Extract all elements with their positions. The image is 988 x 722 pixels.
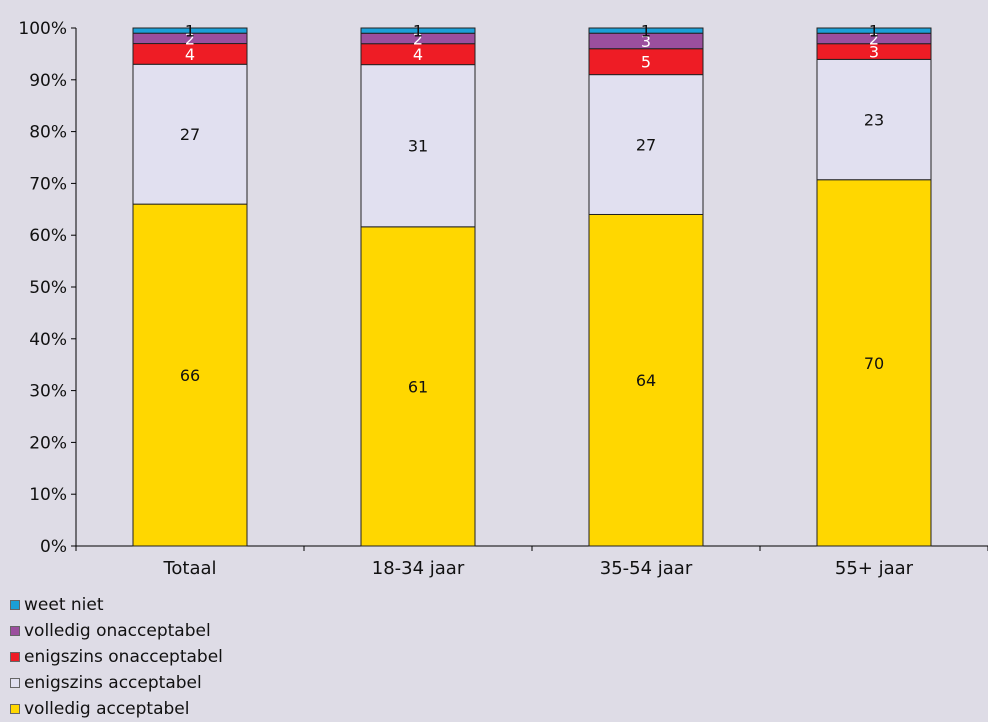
bar-segment: [132, 27, 248, 34]
y-tick-label: 0%: [40, 537, 67, 557]
legend-swatch: [10, 704, 20, 714]
y-tick-label: 40%: [29, 330, 67, 350]
y-tick-label: 20%: [29, 433, 67, 453]
legend-label: volledig acceptabel: [24, 699, 190, 719]
chart-legend: weet niet volledig onacceptabel enigszins …: [10, 592, 223, 722]
y-tick-label: 50%: [29, 278, 67, 298]
bar-segment: [360, 64, 476, 228]
data-label: 61: [408, 377, 428, 396]
data-label: 31: [408, 137, 428, 156]
bar-segment: [588, 213, 704, 547]
data-label: 4: [413, 45, 423, 64]
bar-segment: [132, 203, 248, 547]
stacked-bar-chart: 0%10%20%30%40%50%60%70%80%90%100%6627421…: [18, 19, 988, 579]
y-tick-label: 60%: [29, 226, 67, 246]
data-label: 23: [864, 111, 884, 130]
x-tick-label: 35-54 jaar: [600, 558, 693, 579]
legend-swatch: [10, 600, 20, 610]
data-label: 3: [641, 32, 651, 51]
legend-label: enigszins onacceptabel: [24, 647, 223, 667]
y-tick-label: 10%: [29, 485, 67, 505]
legend-label: weet niet: [24, 595, 104, 615]
bar-segment: [816, 27, 932, 34]
bar-segment: [588, 27, 704, 34]
legend-item: volledig acceptabel: [10, 696, 223, 722]
data-label: 64: [636, 371, 656, 390]
data-label: 1: [641, 22, 651, 41]
data-label: 4: [185, 45, 195, 64]
y-tick-label: 80%: [29, 123, 67, 143]
bar-segment: [132, 63, 248, 205]
x-tick-label: 18-34 jaar: [372, 558, 465, 579]
legend-swatch: [10, 626, 20, 636]
legend-item: weet niet: [10, 592, 223, 618]
data-label: 1: [185, 22, 195, 41]
data-label: 66: [180, 366, 200, 385]
y-tick-label: 70%: [29, 174, 67, 194]
data-label: 3: [869, 43, 879, 62]
legend-swatch: [10, 678, 20, 688]
data-label: 2: [869, 29, 879, 48]
legend-item: volledig onacceptabel: [10, 618, 223, 644]
x-tick-label: Totaal: [162, 558, 216, 579]
data-label: 27: [180, 125, 200, 144]
data-label: 5: [641, 53, 651, 72]
x-tick-label: 55+ jaar: [835, 558, 914, 579]
legend-item: enigszins acceptabel: [10, 670, 223, 696]
bar-segment: [588, 48, 704, 76]
bar-segment: [588, 74, 704, 215]
legend-label: enigszins acceptabel: [24, 673, 202, 693]
legend-item: enigszins onacceptabel: [10, 644, 223, 670]
legend-swatch: [10, 652, 20, 662]
data-label: 70: [864, 354, 884, 373]
y-tick-label: 90%: [29, 71, 67, 91]
bar-segment: [360, 226, 476, 547]
legend-label: volledig onacceptabel: [24, 621, 211, 641]
y-tick-label: 100%: [18, 19, 67, 39]
data-label: 1: [413, 22, 423, 41]
bar-segment: [360, 27, 476, 34]
data-label: 2: [185, 29, 195, 48]
data-label: 27: [636, 136, 656, 155]
y-tick-label: 30%: [29, 382, 67, 402]
data-label: 1: [869, 22, 879, 41]
data-label: 2: [413, 29, 423, 48]
